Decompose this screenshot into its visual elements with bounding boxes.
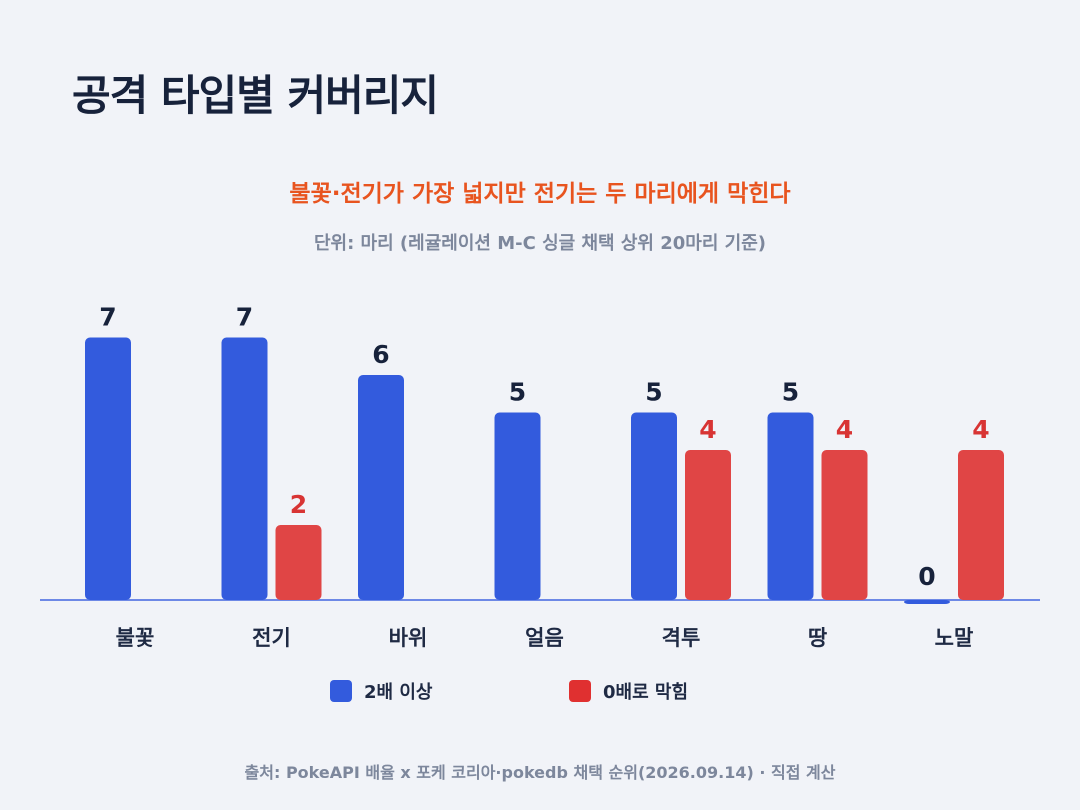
bar-blocked-4: [685, 450, 731, 600]
category-label-1: 전기: [252, 626, 291, 650]
bar-blocked-6: [958, 450, 1004, 600]
value-label-double-2: 6: [372, 340, 389, 369]
legend-item-series-1: 2배 이상: [330, 678, 432, 704]
value-label-blocked-1: 2: [290, 490, 307, 519]
value-label-double-6: 0: [918, 562, 935, 591]
bar-double-1: [221, 337, 268, 600]
value-label-double-1: 7: [236, 303, 253, 332]
legend: 2배 이상 0배로 막힘: [0, 678, 1080, 708]
page-title: 공격 타입별 커버리지: [72, 71, 439, 120]
category-label-6: 노말: [935, 626, 974, 650]
value-label-double-3: 5: [509, 378, 526, 407]
category-label-3: 얼음: [525, 626, 564, 650]
value-label-blocked-6: 4: [972, 415, 989, 444]
unit-note: 단위: 마리 (레귤레이션 M-C 싱글 채택 상위 20마리 기준): [313, 233, 767, 254]
category-label-5: 땅: [808, 626, 827, 650]
legend-swatch-blue: [330, 680, 352, 702]
value-label-double-0: 7: [99, 303, 116, 332]
bar-blocked-1: [275, 525, 322, 600]
category-label-0: 불꽃: [116, 626, 155, 650]
source-note: 출처: PokeAPI 배율 x 포케 코리아·pokedb 채택 순위(202…: [244, 763, 836, 782]
bar-double-6: [904, 600, 950, 604]
legend-label-series-1: 2배 이상: [364, 682, 433, 703]
value-label-double-5: 5: [782, 378, 799, 407]
category-label-4: 격투: [662, 626, 701, 650]
bar-blocked-5: [821, 450, 868, 600]
bar-double-5: [767, 412, 814, 600]
bar-double-4: [631, 412, 677, 600]
bar-double-2: [358, 375, 404, 600]
bar-chart: 7 불꽃 7 2 전기 6 바위 5 얼음 5 4 격투 5 4 땅 0 4 노말: [40, 303, 1040, 650]
legend-swatch-red: [569, 680, 591, 702]
bar-double-0: [85, 337, 131, 600]
value-label-blocked-5: 4: [836, 415, 853, 444]
chart-subtitle: 불꽃·전기가 가장 넓지만 전기는 두 마리에게 막힌다: [289, 181, 791, 207]
bar-double-3: [494, 412, 541, 600]
value-label-blocked-4: 4: [699, 415, 716, 444]
category-label-2: 바위: [389, 626, 428, 650]
legend-item-series-2: 0배로 막힘: [569, 678, 688, 704]
value-label-double-4: 5: [645, 378, 662, 407]
legend-label-series-2: 0배로 막힘: [603, 682, 689, 703]
